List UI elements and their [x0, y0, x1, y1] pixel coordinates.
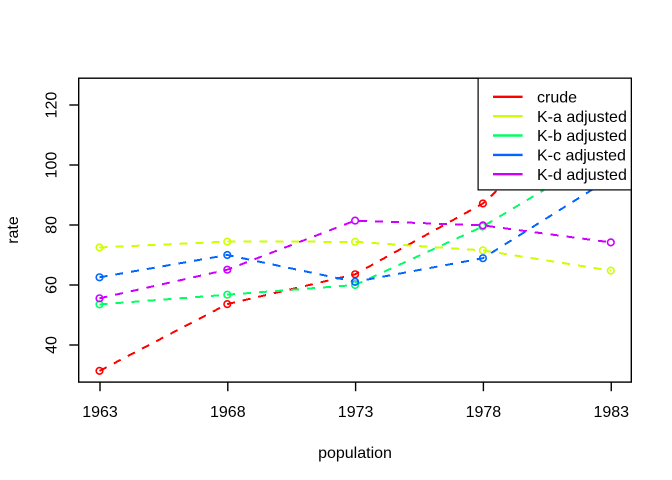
svg-text:1968: 1968	[210, 404, 246, 421]
svg-text:1983: 1983	[593, 404, 629, 421]
svg-text:120: 120	[44, 92, 61, 119]
svg-text:K-d adjusted: K-d adjusted	[537, 167, 627, 184]
svg-text:1978: 1978	[466, 404, 502, 421]
svg-text:40: 40	[44, 336, 61, 354]
svg-text:rate: rate	[5, 216, 22, 244]
svg-text:1963: 1963	[82, 404, 118, 421]
svg-text:K-b adjusted: K-b adjusted	[537, 128, 627, 145]
svg-text:K-a adjusted: K-a adjusted	[537, 109, 627, 126]
svg-text:population: population	[318, 445, 392, 462]
svg-text:80: 80	[44, 216, 61, 234]
svg-text:crude: crude	[537, 90, 577, 107]
svg-text:K-c adjusted: K-c adjusted	[537, 148, 626, 165]
svg-text:1973: 1973	[338, 404, 374, 421]
svg-text:100: 100	[44, 152, 61, 179]
svg-text:60: 60	[44, 276, 61, 294]
